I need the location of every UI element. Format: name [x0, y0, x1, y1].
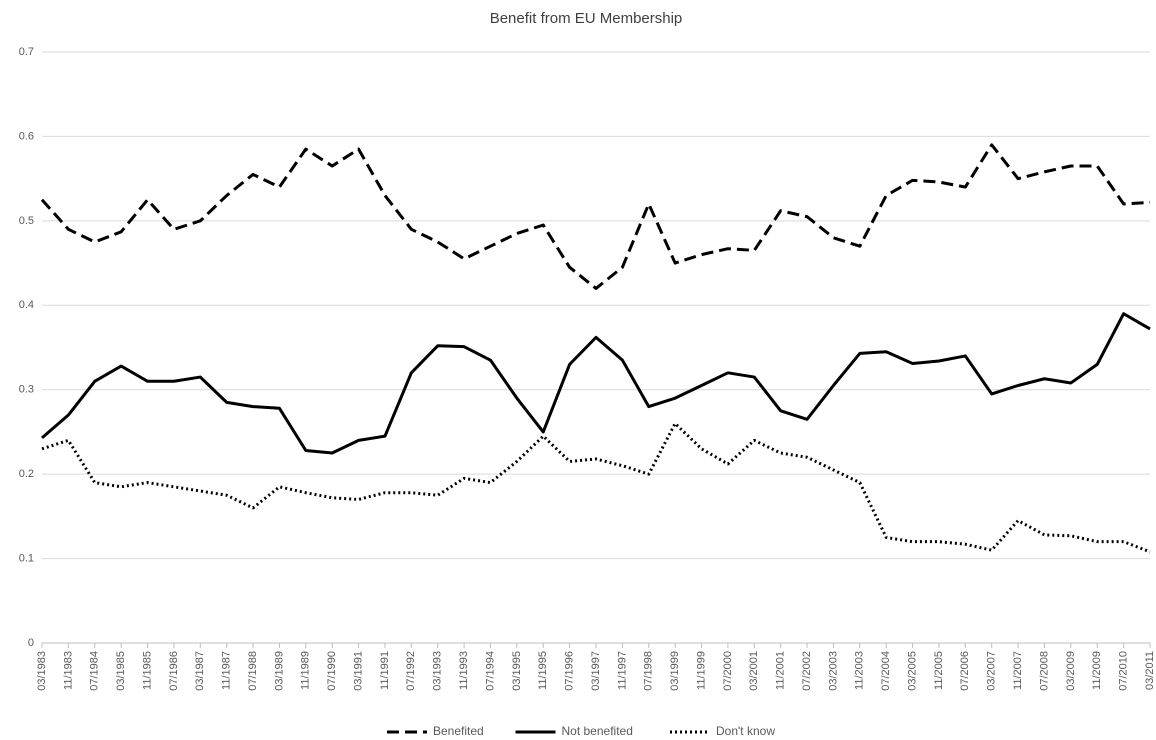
- x-tick-label: 11/1997: [616, 651, 628, 690]
- x-tick-label: 11/1989: [300, 651, 312, 690]
- x-tick-label: 11/1999: [695, 651, 707, 690]
- x-tick-label: 07/1996: [564, 651, 576, 691]
- x-tick-label: 07/2008: [1038, 651, 1050, 691]
- legend-label: Not benefited: [562, 724, 633, 738]
- x-tick-label: 03/1991: [352, 651, 364, 691]
- series-line: [41, 421, 1151, 554]
- x-tick-label: 07/1994: [484, 651, 496, 691]
- y-tick-label: 0.2: [19, 468, 34, 480]
- x-tick-label: 11/2005: [933, 651, 945, 690]
- legend-label: Don't know: [716, 724, 775, 738]
- chart-title: Benefit from EU Membership: [490, 10, 683, 27]
- x-tick-label: 03/1985: [115, 651, 127, 691]
- x-tick-label: 07/1986: [168, 651, 180, 691]
- x-tick-label: 07/2004: [880, 651, 892, 691]
- x-tick-label: 07/2002: [801, 651, 813, 691]
- x-tick-label: 07/2000: [722, 651, 734, 691]
- x-tick-label: 11/2003: [854, 651, 866, 690]
- x-tick-label: 03/1987: [194, 651, 206, 691]
- x-tick-label: 07/1984: [89, 651, 101, 691]
- x-tick-label: 03/1995: [511, 651, 523, 691]
- x-tick-label: 03/2001: [748, 651, 760, 691]
- legend-label: Benefited: [433, 724, 484, 738]
- y-tick-label: 0.4: [19, 299, 34, 311]
- x-tick-label: 07/1988: [247, 651, 259, 691]
- x-tick-label: 03/2005: [906, 651, 918, 691]
- y-tick-label: 0.5: [19, 215, 34, 227]
- x-tick-label: 11/1991: [379, 651, 391, 690]
- x-tick-label: 03/1989: [273, 651, 285, 691]
- x-tick-label: 03/2007: [986, 651, 998, 691]
- series-line: [41, 312, 1151, 455]
- x-tick-label: 03/1993: [432, 651, 444, 691]
- x-tick-label: 07/2006: [959, 651, 971, 691]
- series-line: [40, 143, 1151, 290]
- x-tick-label: 11/1995: [537, 651, 549, 690]
- y-tick-label: 0.6: [19, 130, 34, 142]
- x-tick-label: 11/1993: [458, 651, 470, 690]
- x-tick-label: 03/1999: [669, 651, 681, 691]
- x-tick-label: 11/2007: [1012, 651, 1024, 690]
- y-tick-label: 0: [28, 637, 34, 649]
- y-tick-label: 0.1: [19, 552, 34, 564]
- x-tick-label: 07/1992: [405, 651, 417, 691]
- x-tick-label: 11/2001: [775, 651, 787, 690]
- y-tick-label: 0.7: [19, 46, 34, 58]
- x-tick-label: 03/1983: [36, 651, 48, 691]
- x-tick-label: 03/2003: [827, 651, 839, 691]
- x-tick-label: 03/2009: [1065, 651, 1077, 691]
- y-tick-label: 0.3: [19, 384, 34, 396]
- x-tick-label: 07/2010: [1118, 651, 1130, 691]
- x-tick-label: 07/1990: [326, 651, 338, 691]
- x-tick-label: 11/1983: [62, 651, 74, 690]
- x-tick-label: 11/1985: [141, 651, 153, 690]
- x-tick-label: 11/2009: [1091, 651, 1103, 690]
- x-tick-label: 03/1997: [590, 651, 602, 691]
- x-tick-label: 07/1998: [643, 651, 655, 691]
- x-tick-label: 11/1987: [221, 651, 233, 690]
- x-tick-label: 03/2011: [1144, 651, 1156, 690]
